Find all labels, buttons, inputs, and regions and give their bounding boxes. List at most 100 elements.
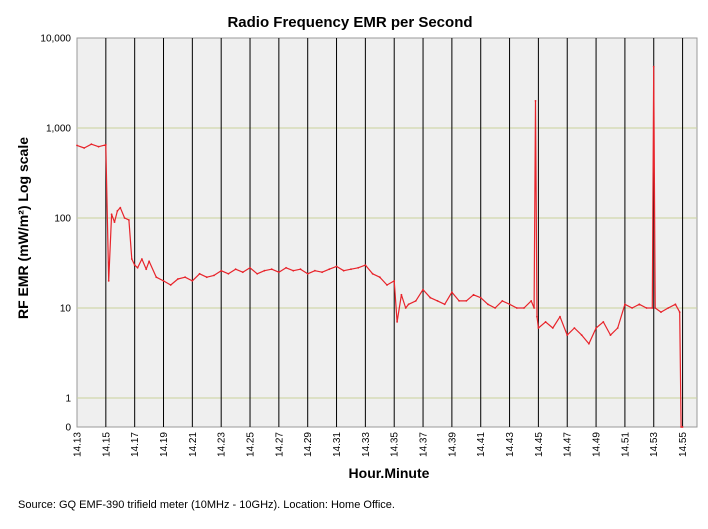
- x-tick-label: 14.19: [159, 432, 170, 457]
- data-point: [487, 303, 489, 306]
- data-point: [465, 300, 468, 302]
- data-point: [588, 342, 590, 345]
- data-point: [321, 271, 323, 274]
- data-point: [674, 303, 677, 306]
- data-point: [501, 300, 504, 302]
- data-point: [184, 276, 187, 279]
- data-point: [328, 268, 331, 271]
- x-tick-label: 14.29: [303, 432, 314, 457]
- data-point: [638, 303, 641, 306]
- y-tick-label: 1: [65, 394, 71, 405]
- data-point: [133, 264, 136, 266]
- data-point: [278, 271, 280, 274]
- data-point: [119, 206, 122, 209]
- data-point: [227, 272, 230, 275]
- x-tick-label: 14.23: [217, 432, 228, 457]
- x-tick-label: 14.21: [188, 432, 199, 457]
- data-point: [97, 145, 100, 148]
- x-tick-label: 14.41: [476, 432, 487, 457]
- x-tick-label: 14.53: [649, 432, 660, 457]
- data-point: [414, 300, 417, 302]
- data-point: [678, 311, 681, 313]
- data-point: [537, 327, 540, 329]
- data-point: [256, 272, 259, 275]
- data-point: [654, 307, 657, 309]
- data-point: [107, 280, 110, 282]
- x-tick-label: 14.31: [332, 432, 343, 457]
- data-point: [169, 284, 172, 286]
- data-point: [652, 65, 655, 68]
- data-point: [551, 327, 554, 329]
- data-point: [350, 268, 352, 271]
- data-point: [566, 334, 569, 336]
- data-point: [148, 260, 151, 263]
- data-point: [631, 307, 633, 309]
- data-point: [645, 307, 648, 309]
- x-tick-label: 14.49: [592, 432, 603, 457]
- data-point: [436, 300, 439, 302]
- source-note: Source: GQ EMF-390 trifield meter (10MHz…: [18, 499, 395, 511]
- data-point: [241, 271, 244, 274]
- data-point: [429, 296, 432, 299]
- data-point: [335, 265, 338, 268]
- data-point: [680, 426, 682, 428]
- y-tick-label: 1,000: [46, 124, 71, 135]
- data-point: [110, 213, 113, 216]
- x-axis-label: Hour.Minute: [349, 465, 430, 481]
- x-tick-label: 14.39: [447, 432, 458, 457]
- data-point: [306, 272, 309, 275]
- data-point: [234, 268, 237, 271]
- y-tick-label: 10,000: [40, 34, 71, 45]
- data-point: [123, 217, 126, 219]
- x-tick-label: 14.13: [73, 432, 84, 457]
- x-tick-label: 14.43: [505, 432, 516, 457]
- data-point: [249, 266, 251, 269]
- data-point: [400, 293, 403, 296]
- data-point: [667, 307, 670, 309]
- data-point: [458, 300, 460, 302]
- y-tick-label: 10: [60, 304, 72, 315]
- data-point: [515, 307, 518, 309]
- data-point: [299, 268, 302, 271]
- data-point: [270, 268, 273, 271]
- data-point: [530, 300, 533, 302]
- plot-area: [76, 37, 698, 428]
- data-point: [213, 274, 215, 277]
- y-tick-label: 100: [54, 214, 71, 225]
- data-point: [451, 291, 453, 294]
- data-point: [104, 143, 107, 146]
- data-point: [407, 303, 410, 306]
- data-point: [479, 296, 482, 299]
- x-tick-label: 14.55: [678, 432, 689, 457]
- data-point: [508, 303, 511, 306]
- data-point: [443, 303, 446, 306]
- data-point: [145, 268, 148, 271]
- data-point: [544, 321, 547, 323]
- data-point: [177, 278, 179, 280]
- data-point: [624, 303, 626, 306]
- x-tick-label: 14.27: [274, 432, 285, 457]
- data-point: [205, 276, 208, 279]
- data-point: [113, 221, 116, 224]
- data-point: [573, 327, 576, 329]
- data-point: [116, 210, 119, 212]
- x-tick-label: 14.15: [101, 432, 112, 457]
- data-point: [609, 334, 612, 336]
- data-point: [285, 266, 287, 269]
- data-point: [364, 264, 367, 266]
- x-tick-label: 14.35: [390, 432, 401, 457]
- x-tick-label: 14.51: [620, 432, 631, 457]
- data-point: [371, 272, 374, 275]
- data-point: [263, 269, 266, 272]
- data-point: [357, 266, 360, 269]
- y-axis-label: RF EMR (mW/m²) Log scale: [15, 137, 31, 319]
- data-point: [378, 276, 381, 279]
- data-point: [616, 327, 619, 329]
- data-point: [523, 307, 525, 309]
- x-tick-label: 14.45: [534, 432, 545, 457]
- data-point: [191, 280, 194, 282]
- data-point: [198, 272, 201, 275]
- data-point: [386, 284, 388, 286]
- data-point: [533, 307, 535, 309]
